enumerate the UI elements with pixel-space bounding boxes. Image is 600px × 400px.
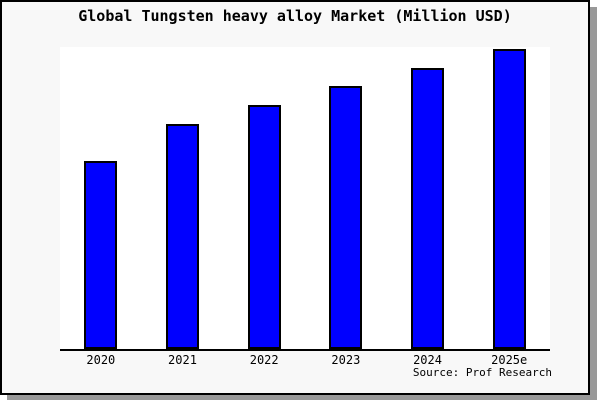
bar-slot [142, 47, 224, 349]
bar-2024 [411, 68, 445, 349]
source-note: Source: Prof Research [412, 366, 552, 379]
x-tick-label-2023: 2023 [331, 353, 361, 367]
bar-2022 [247, 105, 281, 349]
figure-frame: Global Tungsten heavy alloy Market (Mill… [0, 0, 590, 395]
bar-2025e [492, 49, 526, 349]
bar-slot [305, 47, 387, 349]
bar-slot [60, 47, 142, 349]
bars-row [60, 47, 550, 349]
x-axis-line [60, 349, 550, 351]
bar-2021 [166, 124, 199, 349]
bar-2023 [329, 86, 363, 349]
x-axis-labels: 2020 2021 2022 2023 2024 2025e [60, 353, 550, 367]
x-tick-label-2024: 2024 [413, 353, 442, 367]
bar-slot [387, 47, 469, 349]
bar-slot [223, 47, 305, 349]
x-tick-label-2021: 2021 [168, 353, 197, 367]
chart-title: Global Tungsten heavy alloy Market (Mill… [78, 7, 512, 25]
bar-2020 [84, 161, 118, 349]
x-tick-label-2020: 2020 [86, 353, 116, 367]
bar-slot [468, 47, 550, 349]
x-tick-label-2025e: 2025e [491, 353, 528, 367]
x-tick-label-2022: 2022 [249, 353, 279, 367]
plot-area [60, 47, 550, 349]
